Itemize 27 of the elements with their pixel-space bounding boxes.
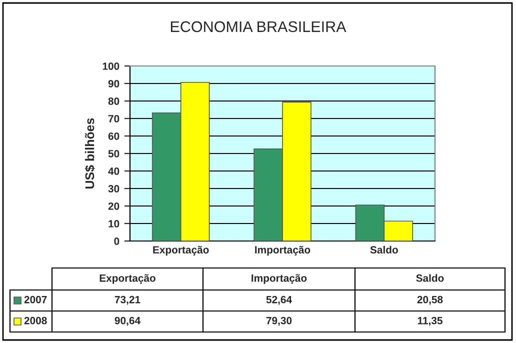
y-axis-title: US$ bilhões [84, 118, 95, 189]
legend-label: 2008 [24, 316, 47, 324]
y-tick-label: 90 [108, 80, 120, 88]
legend-label: 2007 [24, 296, 47, 304]
x-tick-label: Importação [252, 274, 307, 284]
y-tick-label: 20 [108, 202, 120, 210]
category-label: Importação [255, 246, 310, 256]
data-label: 79,30 [266, 316, 292, 326]
y-tick-label: 100 [102, 62, 120, 70]
data-label: 52,64 [266, 296, 292, 305]
y-tick-label: 40 [108, 168, 120, 175]
y-tick-label: 70 [108, 115, 120, 122]
y-tick-label: 50 [108, 150, 120, 158]
data-label: 11,35 [418, 316, 442, 326]
y-tick-label: 60 [108, 132, 120, 140]
category-label: Saldo [370, 246, 398, 254]
category-label: Exportação [153, 246, 209, 256]
x-tick-label: Exportação [100, 274, 156, 284]
data-label: 90,64 [114, 316, 140, 326]
x-tick-label: Saldo [416, 274, 444, 282]
y-tick-label: 30 [108, 185, 120, 192]
y-tick-label: 10 [108, 220, 120, 228]
data-label: 20,58 [417, 296, 443, 305]
chart-title: ECONOMIA BRASILEIRA [170, 21, 346, 32]
y-tick-label: 0 [114, 238, 120, 245]
data-label: 73,21 [114, 296, 140, 305]
y-tick-label: 80 [108, 98, 120, 105]
